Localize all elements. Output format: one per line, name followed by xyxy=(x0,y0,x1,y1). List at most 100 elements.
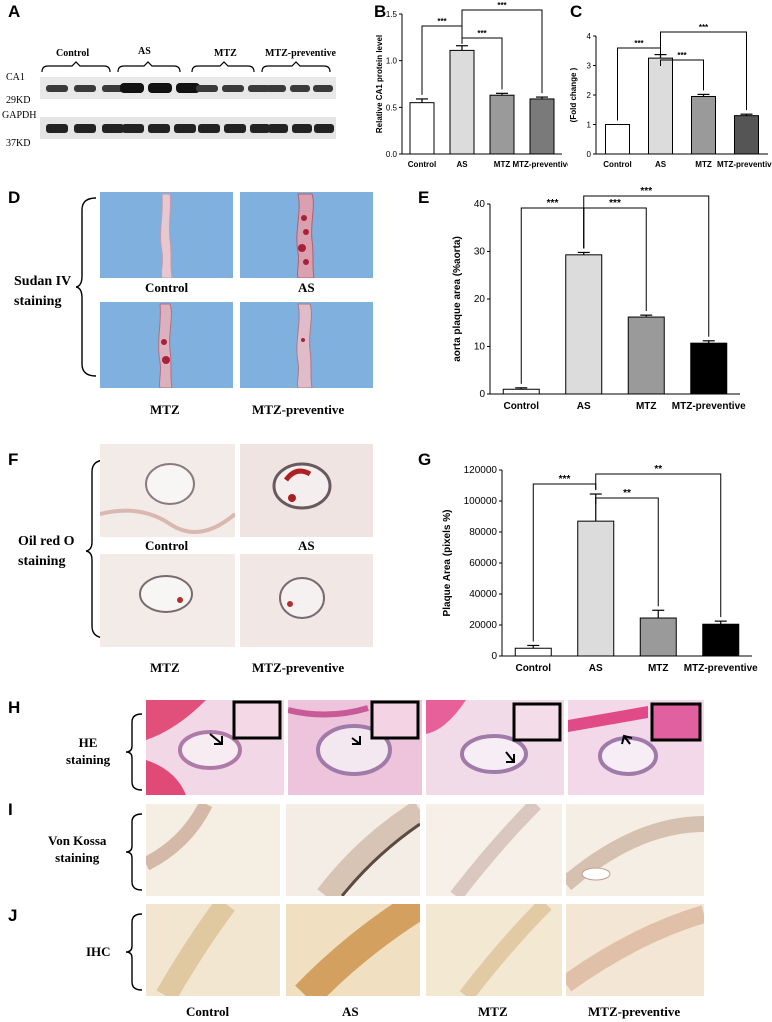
oil-label-mtz-preventive: MTZ-preventive xyxy=(252,660,345,675)
he-stain-label: HE staining xyxy=(66,735,111,767)
y-tick-label: 1.5 xyxy=(386,10,398,19)
bar-mtz xyxy=(691,95,716,155)
panel-letter-d: D xyxy=(8,188,21,207)
oil-photo-control xyxy=(100,444,235,537)
vonkossa-stain-label: Von Kossa staining xyxy=(48,833,107,865)
y-axis-label: Relative mRNA level of CA1 xyxy=(566,42,568,148)
ihc-photo-mtz-preventive xyxy=(566,904,704,996)
significance-bracket xyxy=(461,9,543,94)
bar-as xyxy=(577,520,615,657)
significance-label: *** xyxy=(634,39,644,48)
category-label: AS xyxy=(655,160,667,169)
row-label-gapdh: GAPDH xyxy=(2,110,37,121)
oil-photo-as xyxy=(240,444,373,537)
bottom-label-mtz: MTZ xyxy=(478,1004,508,1019)
chart-b: 0.0 0.5 1.0 1.5 Relative CA1 protein level Co… xyxy=(375,1,568,169)
category-label: MTZ xyxy=(636,401,657,412)
bar-control xyxy=(409,102,435,155)
y-tick-label: 0 xyxy=(587,150,592,159)
vonkossa-photo-as xyxy=(286,804,420,896)
row-label-29kd: 29KD xyxy=(6,95,31,106)
chart-g: 0 20000 40000 60000 80000 100000 120000 Plaque … xyxy=(442,464,758,674)
category-label: MTZ-preventive xyxy=(684,663,758,674)
y-tick-label: 120000 xyxy=(464,465,498,476)
oil-label-control: Control xyxy=(145,538,189,553)
y-tick-label: 0.5 xyxy=(386,103,398,112)
row-label-ca1: CA1 xyxy=(6,72,25,83)
significance-label: *** xyxy=(547,198,559,209)
category-label: MTZ-preventive xyxy=(717,160,772,169)
significance-label: *** xyxy=(699,23,709,32)
bar-mtz xyxy=(489,94,515,155)
panel-letter-h: H xyxy=(8,698,21,717)
significance-bracket xyxy=(595,473,722,618)
sudan-label-mtz-preventive: MTZ-preventive xyxy=(252,402,345,417)
blot-brackets xyxy=(41,61,331,73)
chart-c: 0 1 2 3 4 Relative mRNA level of CA1(Fold cha… xyxy=(566,23,772,169)
bar-mtz-preventive xyxy=(702,623,740,657)
bar-mtz-preventive xyxy=(690,342,728,395)
sudan-photo-mtz xyxy=(100,302,233,388)
sudan-photo-as xyxy=(240,192,373,278)
bar-mtz-preventive xyxy=(529,98,555,155)
significance-bracket xyxy=(583,195,710,337)
y-tick-label: 1 xyxy=(587,121,592,130)
ihc-stain-label: IHC xyxy=(86,944,111,959)
y-axis-label: (Fold change ) xyxy=(569,67,578,122)
bar-as xyxy=(565,254,603,395)
y-tick-label: 0.0 xyxy=(386,150,398,159)
y-axis-label: aorta plaque area (%aorta) xyxy=(452,236,463,362)
category-label: MTZ xyxy=(494,160,511,169)
category-label: MTZ xyxy=(695,160,712,169)
significance-bracket xyxy=(660,59,704,91)
panel-letter-a: A xyxy=(8,2,21,21)
category-label: AS xyxy=(577,401,591,412)
y-tick-label: 40000 xyxy=(469,589,497,600)
y-tick-label: 100000 xyxy=(464,496,498,507)
he-photo-as xyxy=(288,700,422,795)
category-label: Control xyxy=(515,663,551,674)
bracket-f xyxy=(86,459,107,639)
bottom-label-mtz-preventive: MTZ-preventive xyxy=(588,1004,681,1019)
y-tick-label: 40 xyxy=(474,199,486,210)
bar-as xyxy=(449,49,475,155)
sudan-stain-label: Sudan IV staining xyxy=(14,274,72,309)
y-axis-label: Relative CA1 protein level xyxy=(375,35,384,133)
significance-label: *** xyxy=(640,186,652,197)
significance-label: *** xyxy=(559,474,571,485)
y-tick-label: 10 xyxy=(474,342,486,353)
bracket-j xyxy=(126,913,143,991)
panel-letter-e: E xyxy=(418,188,430,207)
category-label: MTZ-preventive xyxy=(672,401,746,412)
significance-label: ** xyxy=(623,488,631,499)
y-tick-label: 0 xyxy=(491,651,497,662)
y-tick-label: 1.0 xyxy=(386,57,398,66)
bar-control xyxy=(514,647,552,657)
group-label-mtz-preventive: MTZ-preventive xyxy=(265,48,336,59)
y-tick-label: 4 xyxy=(587,32,592,41)
significance-bracket xyxy=(617,47,661,121)
category-label: MTZ-preventive xyxy=(512,160,568,169)
panel-letter-f: F xyxy=(8,450,19,469)
significance-label: ** xyxy=(654,464,662,475)
bracket-i xyxy=(126,813,143,891)
bar-control xyxy=(605,124,630,155)
row-label-37kd: 37KD xyxy=(6,138,31,149)
y-tick-label: 80000 xyxy=(469,527,497,538)
he-photo-control xyxy=(146,700,284,795)
oil-label-as: AS xyxy=(298,538,315,553)
vonkossa-photo-control xyxy=(146,804,280,896)
he-photo-mtz-preventive xyxy=(568,700,704,795)
category-label: Control xyxy=(503,401,539,412)
vonkossa-photo-mtz xyxy=(426,804,562,896)
bar-mtz xyxy=(627,316,665,395)
y-tick-label: 30 xyxy=(474,247,486,258)
y-axis-label: Plaque Area (pixels %) xyxy=(442,510,453,617)
ca1-bands xyxy=(46,83,333,93)
sudan-label-as: AS xyxy=(298,280,315,295)
significance-label: *** xyxy=(497,1,507,10)
y-tick-label: 60000 xyxy=(469,558,497,569)
oil-stain-label: Oil red O staining xyxy=(18,534,75,569)
panel-letter-j: J xyxy=(8,906,18,925)
significance-bracket xyxy=(660,31,747,111)
